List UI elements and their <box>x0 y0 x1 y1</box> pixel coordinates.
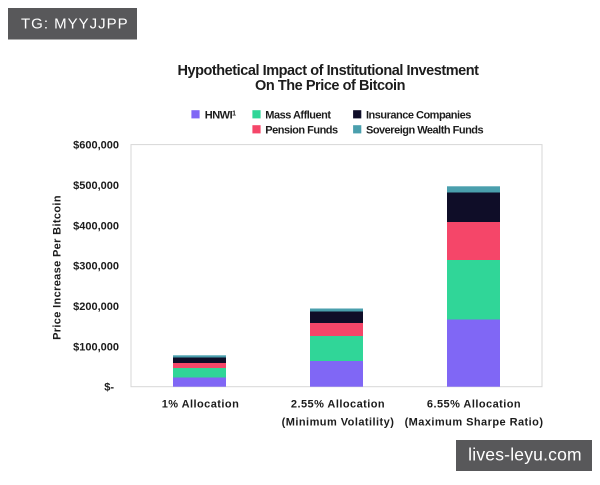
svg-text:Hypothetical Impact of Institu: Hypothetical Impact of Institutional Inv… <box>177 63 479 79</box>
svg-text:1% Allocation: 1% Allocation <box>162 399 240 411</box>
svg-text:HNWI1: HNWI1 <box>205 109 236 121</box>
svg-text:Sovereign Wealth Funds: Sovereign Wealth Funds <box>366 124 484 136</box>
svg-text:$600,000: $600,000 <box>73 140 119 152</box>
svg-text:(Minimum Volatility): (Minimum Volatility) <box>282 417 395 429</box>
svg-text:On The Price of Bitcoin: On The Price of Bitcoin <box>255 78 405 94</box>
svg-text:Price Increase Per Bitcoin: Price Increase Per Bitcoin <box>52 195 64 340</box>
svg-text:$300,000: $300,000 <box>73 261 119 273</box>
svg-text:Mass Affluent: Mass Affluent <box>265 109 331 121</box>
svg-text:$-: $- <box>104 382 114 394</box>
svg-text:2.55% Allocation: 2.55% Allocation <box>291 399 385 411</box>
svg-text:lives-leyu.com: lives-leyu.com <box>468 445 582 465</box>
svg-text:Insurance Companies: Insurance Companies <box>366 109 471 121</box>
svg-text:$100,000: $100,000 <box>73 341 119 353</box>
svg-text:$500,000: $500,000 <box>73 180 119 192</box>
svg-text:$400,000: $400,000 <box>73 220 119 232</box>
svg-text:6.55% Allocation: 6.55% Allocation <box>427 399 521 411</box>
svg-text:TG: MYYJJPP: TG: MYYJJPP <box>21 16 129 33</box>
svg-text:$200,000: $200,000 <box>73 301 119 313</box>
svg-text:Pension Funds: Pension Funds <box>265 124 338 136</box>
svg-text:(Maximum Sharpe Ratio): (Maximum Sharpe Ratio) <box>405 417 544 429</box>
